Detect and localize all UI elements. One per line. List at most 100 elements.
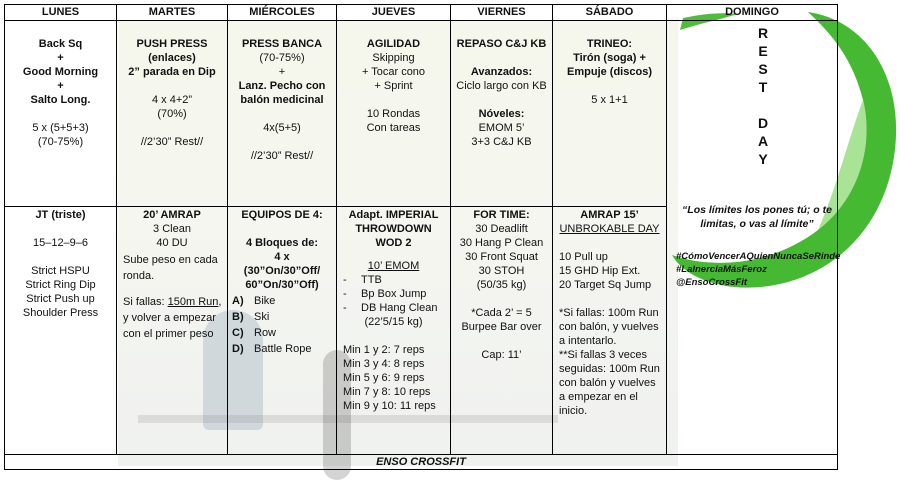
list-item: B) Ski xyxy=(232,309,336,325)
block-title: REPASO C&J KB xyxy=(456,38,547,50)
text-line: (70-75%) xyxy=(259,52,305,64)
text-span: Si fallas: xyxy=(123,296,168,308)
text-line: Back Sq xyxy=(38,38,83,50)
text-line: Lanz. Pecho con balón medicinal xyxy=(238,80,326,106)
text-line: + xyxy=(57,80,64,92)
text-span: C) xyxy=(232,327,244,339)
text-line: (30”On/30”Off/ 60”On/30”Off) xyxy=(243,265,321,291)
day-domingo: DOMINGO xyxy=(666,4,838,21)
text-line: + Tocar cono xyxy=(361,66,426,78)
weekly-schedule-table: LUNES MARTES MIÉRCOLES JUEVES VIERNES SÁ… xyxy=(4,4,838,470)
block-title: 20’ AMRAP xyxy=(143,209,201,221)
jueves-wod: Adapt. IMPERIAL THROWDOWN WOD 2 10’ EMOM… xyxy=(336,206,451,455)
text-line: EMOM 5’ xyxy=(478,122,525,134)
block-title: JT (triste) xyxy=(35,209,86,221)
day-martes: MARTES xyxy=(116,4,228,21)
text-span: Ski xyxy=(254,311,270,323)
list-item: - DB Hang Clean xyxy=(343,302,438,314)
text-line: 5 x (5+5+3) xyxy=(32,122,89,134)
text-line: + xyxy=(278,66,286,78)
text-line: Cap: 11’ xyxy=(481,349,522,361)
text-line: (22’5/15 kg) xyxy=(364,316,423,328)
text-line: 30 Hang P Clean xyxy=(459,237,544,249)
list-item: D) Battle Rope xyxy=(232,341,336,357)
text-line: 30 Deadlift xyxy=(475,223,528,235)
hashtag: #CómoVencerAQuienNuncaSeRinde xyxy=(676,251,841,262)
text-line: 15–12–9–6 xyxy=(32,237,89,249)
text-line: Good Morning xyxy=(22,66,99,78)
text-line: Strict Ring Dip xyxy=(25,279,96,291)
text-line: (50/35 kg) xyxy=(476,279,527,291)
text-span: TTB xyxy=(361,274,382,286)
miercoles-wod: EQUIPOS DE 4: 4 Bloques de: 4 x (30”On/3… xyxy=(227,206,337,455)
block-title: FOR TIME: xyxy=(473,209,530,221)
text-line: Ciclo largo con KB xyxy=(456,80,547,92)
fail-note: Si fallas: 150m Run, y volver a empezar … xyxy=(117,284,227,342)
text-line: 3 Clean xyxy=(153,223,191,235)
text-line: (70%) xyxy=(157,108,187,120)
text-line: 2” parada en Dip xyxy=(128,66,216,78)
text-span: Bike xyxy=(254,295,276,307)
text-line: 30 STOH xyxy=(478,265,525,277)
miercoles-strength: PRESS BANCA (70-75%) + Lanz. Pecho con b… xyxy=(227,20,337,207)
text-line: 30 Front Squat xyxy=(465,251,538,263)
text-line: Con tareas xyxy=(366,122,421,134)
header-row: LUNES MARTES MIÉRCOLES JUEVES VIERNES SÁ… xyxy=(4,4,838,21)
text-line: Sube peso en cada ronda. xyxy=(123,254,218,282)
text-line: 5 x 1+1 xyxy=(591,94,628,106)
text-span: D) xyxy=(232,343,244,355)
text-line: 15 GHD Hip Ext. xyxy=(559,265,641,277)
text-line: 10 Pull up xyxy=(559,251,608,263)
text-line: Strict HSPU xyxy=(31,265,90,277)
text-span: Bp Box Jump xyxy=(361,288,427,300)
lunes-strength: Back Sq + Good Morning + Salto Long. 5 x… xyxy=(4,20,117,207)
hashtags: #CómoVencerAQuienNuncaSeRinde #LaInercia… xyxy=(676,250,846,289)
text-line: Nóveles: xyxy=(478,108,525,120)
equipment-list: A) Bike B) Ski C) Row D) Battle Rope xyxy=(228,292,336,357)
text-line: 40 DU xyxy=(156,237,188,249)
text-line: 10’ EMOM xyxy=(367,260,420,272)
rest-letter: R xyxy=(757,25,769,41)
list-item: - TTB xyxy=(343,274,382,286)
text-span: A) xyxy=(232,295,244,307)
text-line: *Si fallas: 100m Run con balón, y vuelve… xyxy=(559,307,659,347)
day-sabado: SÁBADO xyxy=(552,4,667,21)
text-span: Battle Rope xyxy=(254,343,312,355)
text-line: (enlaces) xyxy=(148,52,196,64)
footer-brand: ENSO CROSSFIT xyxy=(4,454,838,470)
block-title: TRINEO: xyxy=(586,38,633,50)
block-title: PRESS BANCA xyxy=(241,38,323,50)
block-title: PUSH PRESS xyxy=(136,38,208,50)
domingo-cell xyxy=(666,20,838,455)
rest-letter: D xyxy=(757,115,769,131)
text-line: Skipping xyxy=(372,52,415,64)
text-line: Empuje (discos) xyxy=(567,66,652,78)
text-span: DB Hang Clean xyxy=(361,302,438,314)
day-miercoles: MIÉRCOLES xyxy=(227,4,337,21)
text-line: Burpee Bar over xyxy=(461,321,542,333)
list-item: - Bp Box Jump xyxy=(343,288,427,300)
text-line: Min 3 y 4: 8 reps xyxy=(343,358,425,370)
text-span: , y volver a empezar con el primer peso xyxy=(123,296,222,340)
viernes-wod: FOR TIME: 30 Deadlift 30 Hang P Clean 30… xyxy=(450,206,553,455)
text-span: B) xyxy=(232,311,244,323)
text-line: //2’30” Rest// xyxy=(140,136,204,148)
rest-letter: A xyxy=(757,133,769,149)
list-item: C) Row xyxy=(232,325,336,341)
text-line: 3+3 C&J KB xyxy=(471,136,532,148)
text-line: UNBROKABLE DAY xyxy=(559,223,660,235)
block-title: AGILIDAD xyxy=(366,38,421,50)
list-item: A) Bike xyxy=(232,293,336,309)
strength-row: Back Sq + Good Morning + Salto Long. 5 x… xyxy=(4,20,838,455)
text-line: (70-75%) xyxy=(37,136,84,148)
text-line: Min 7 y 8: 10 reps xyxy=(343,386,431,398)
block-title: EQUIPOS DE 4: xyxy=(241,209,323,221)
text-line: + xyxy=(57,52,64,64)
text-line: **Si fallas 3 veces seguidas: 100m Run c… xyxy=(559,349,660,417)
lunes-wod: JT (triste) 15–12–9–6 Strict HSPU Strict… xyxy=(4,206,117,455)
footer-row: ENSO CROSSFIT xyxy=(4,454,838,470)
hashtag: #LaInerciaMásFeroz xyxy=(676,264,767,275)
text-line: *Cada 2’ = 5 xyxy=(471,307,532,319)
day-lunes: LUNES xyxy=(4,4,117,21)
martes-wod: 20’ AMRAP 3 Clean 40 DU Sube peso en cad… xyxy=(116,206,228,455)
